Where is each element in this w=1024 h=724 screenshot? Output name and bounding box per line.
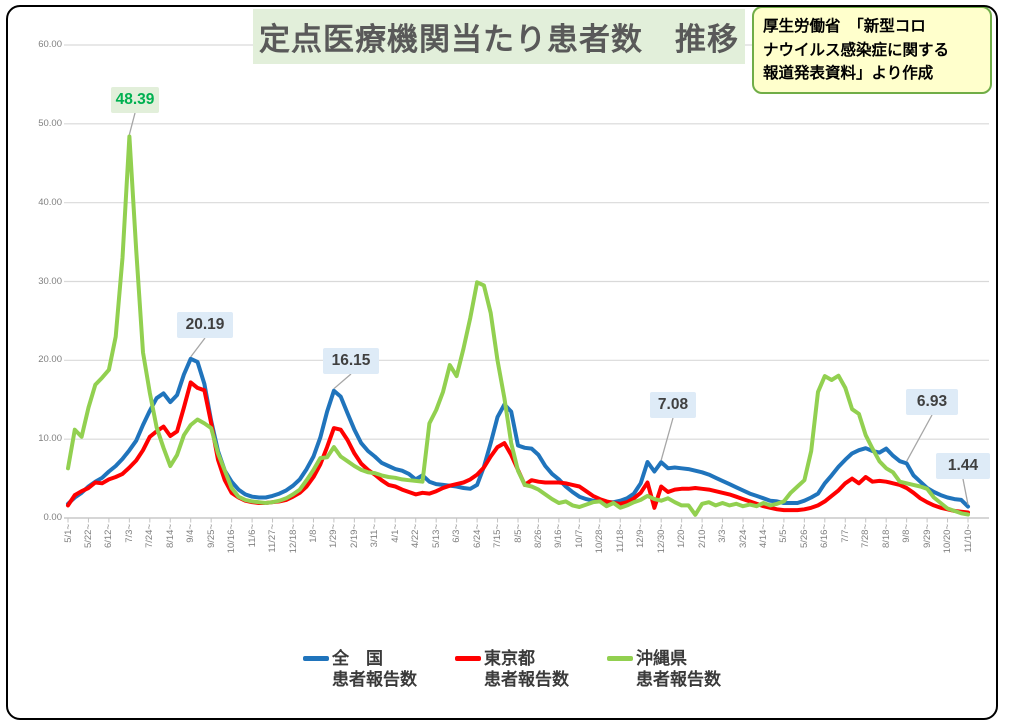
x-axis-tick-label: 9/25~ — [205, 524, 217, 549]
data-label: 6.93 — [906, 389, 958, 415]
data-label: 16.15 — [323, 348, 379, 374]
data-label: 7.08 — [650, 392, 696, 418]
x-axis-tick-label: 11/27~ — [267, 524, 279, 553]
x-axis-tick-label: 5/13~ — [430, 524, 442, 549]
x-axis-tick-label: 3/3~ — [717, 524, 729, 543]
data-label: 1.44 — [936, 453, 990, 479]
legend-entry-national: 全 国患者報告数 — [303, 648, 417, 690]
x-axis-tick-label: 4/1~ — [389, 524, 401, 543]
x-axis-tick-label: 3/11~ — [369, 524, 381, 548]
x-axis-tick-label: 12/9~ — [635, 524, 647, 549]
x-axis-tick-label: 5/22~ — [82, 524, 94, 549]
x-axis-tick-label: 8/5~ — [512, 524, 524, 543]
x-axis-tick-label: 11/6~ — [246, 524, 258, 548]
annotation-leader-line — [906, 414, 933, 462]
annotation-leader-line — [333, 373, 352, 390]
x-axis-tick-label: 9/16~ — [553, 524, 565, 549]
x-axis-tick-label: 10/7~ — [573, 524, 585, 549]
x-axis-tick-label: 1/20~ — [676, 524, 688, 549]
y-axis-tick-label: 0.00 — [43, 512, 63, 523]
x-axis-tick-label: 10/28~ — [594, 524, 606, 554]
legend-line-swatch — [607, 656, 633, 661]
x-axis-tick-label: 1/8~ — [307, 524, 319, 543]
data-label: 20.19 — [177, 312, 233, 338]
y-axis-tick-label: 30.00 — [38, 275, 62, 287]
legend-label: 沖縄県 患者報告数 — [636, 649, 721, 689]
y-axis-tick-label: 40.00 — [38, 196, 62, 208]
x-axis-tick-label: 7/15~ — [492, 524, 504, 549]
x-axis-tick-label: 7/24~ — [144, 524, 156, 549]
data-label: 48.39 — [111, 87, 159, 113]
x-axis-tick-label: 6/16~ — [819, 524, 831, 549]
source-note-line: ナウイルス感染症に関する — [763, 41, 950, 59]
chart-title: 定点医療機関当たり患者数 推移 — [253, 9, 745, 64]
x-axis-tick-label: 5/5~ — [778, 524, 790, 543]
x-axis-tick-label: 5/1~ — [62, 524, 74, 543]
x-axis-tick-label: 12/30~ — [655, 524, 667, 554]
legend-entry-tokyo: 東京都 患者報告数 — [455, 648, 569, 690]
series-line-okinawa — [66, 134, 970, 517]
annotation-leader-line — [190, 337, 206, 358]
x-axis-tick-label: 12/18~ — [287, 524, 299, 554]
y-axis-tick-label: 60.00 — [38, 39, 62, 50]
x-axis-tick-label: 2/19~ — [348, 524, 360, 549]
annotation-leader-line — [962, 478, 969, 505]
legend-line-swatch — [455, 656, 481, 661]
source-note: 厚生労働省 「新型コロナウイルス感染症に関する 報道発表資料」より作成 — [752, 6, 992, 94]
x-axis-tick-label: 9/29~ — [921, 524, 933, 549]
legend: 全 国患者報告数 東京都 患者報告数 沖縄県 患者報告数 — [303, 648, 721, 690]
x-axis-tick-label: 11/18~ — [614, 524, 626, 553]
y-axis-tick-label: 20.00 — [38, 354, 62, 366]
x-axis-tick-label: 2/10~ — [696, 524, 708, 549]
x-axis-tick-label: 8/18~ — [880, 524, 892, 549]
x-axis-tick-label: 6/12~ — [103, 524, 115, 549]
legend-line-swatch — [303, 656, 329, 661]
x-axis-tick-label: 9/4~ — [185, 524, 197, 543]
legend-label: 全 国患者報告数 — [332, 649, 417, 689]
x-axis-tick-label: 9/8~ — [901, 524, 913, 543]
x-axis-tick-label: 6/3~ — [451, 524, 463, 543]
legend-label: 東京都 患者報告数 — [484, 649, 569, 689]
source-note-line: 報道発表資料」より作成 — [763, 65, 934, 83]
legend-entry-okinawa: 沖縄県 患者報告数 — [607, 648, 721, 690]
x-axis-tick-label: 6/24~ — [471, 524, 483, 549]
annotation-leader-line — [660, 417, 674, 461]
x-axis-tick-label: 8/26~ — [532, 524, 544, 549]
y-axis-tick-label: 10.00 — [38, 433, 62, 445]
x-axis-tick-label: 11/10~ — [962, 524, 974, 553]
x-axis-tick-label: 1/29~ — [328, 524, 340, 549]
x-axis-tick-label: 4/14~ — [757, 524, 769, 549]
x-axis-tick-label: 10/16~ — [226, 524, 238, 554]
y-axis-tick-label: 50.00 — [38, 117, 62, 129]
x-axis-tick-label: 7/3~ — [123, 524, 135, 543]
source-note-line: 厚生労働省 「新型コロ — [763, 18, 926, 35]
x-axis-tick-label: 10/20~ — [942, 524, 954, 554]
x-axis-tick-label: 4/22~ — [410, 524, 422, 549]
x-axis-tick-label: 5/26~ — [798, 524, 810, 549]
x-axis-tick-label: 8/14~ — [164, 524, 176, 549]
x-axis-tick-label: 3/24~ — [737, 524, 749, 549]
annotation-leader-line — [128, 112, 136, 135]
x-axis-tick-label: 7/28~ — [860, 524, 872, 549]
x-axis-tick-label: 7/7~ — [839, 524, 851, 543]
